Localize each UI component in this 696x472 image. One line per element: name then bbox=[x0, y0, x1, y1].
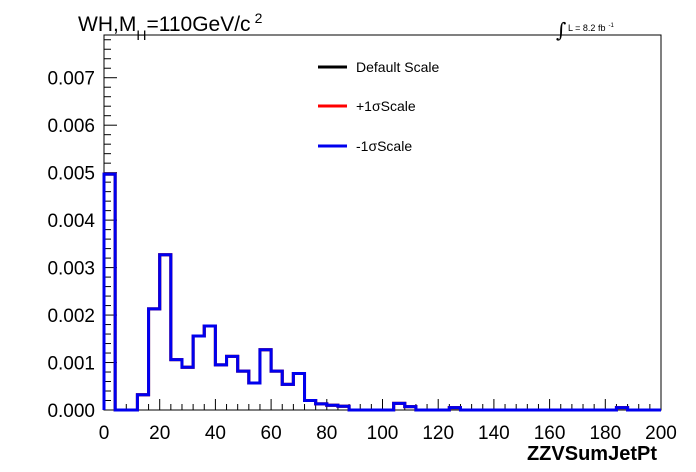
x-tick-label: 100 bbox=[367, 423, 399, 444]
x-tick-label: 20 bbox=[149, 423, 170, 444]
x-tick-label: 140 bbox=[478, 423, 510, 444]
legend: Default Scale +1σScale -1σScale bbox=[318, 59, 439, 154]
x-axis-label: ZZVSumJetPt bbox=[527, 443, 657, 465]
integral-symbol: ∫ bbox=[556, 18, 566, 42]
y-tick-label: 0.001 bbox=[47, 354, 95, 375]
x-tick-label: 180 bbox=[589, 423, 621, 444]
histogram-series-3 bbox=[102, 172, 661, 412]
title-superscript: 2 bbox=[255, 10, 263, 26]
x-tick-label: 60 bbox=[261, 423, 282, 444]
x-tick-label: 200 bbox=[645, 423, 677, 444]
x-tick-label: 0 bbox=[99, 423, 110, 444]
title-prefix: WH,M bbox=[78, 13, 136, 36]
y-tick-label: 0.005 bbox=[47, 164, 95, 185]
legend-label-2: +1σScale bbox=[356, 98, 416, 114]
y-tick-label: 0.004 bbox=[47, 211, 95, 232]
x-tick-label: 120 bbox=[422, 423, 454, 444]
y-tick-label: 0.007 bbox=[47, 69, 95, 90]
title-middle: =110GeV/c bbox=[146, 13, 250, 36]
legend-label-3: -1σScale bbox=[356, 138, 412, 154]
x-tick-label: 40 bbox=[205, 423, 226, 444]
chart-title: WH,MH=110GeV/c 2 bbox=[78, 10, 263, 43]
luminosity-superscript: -1 bbox=[608, 23, 614, 29]
y-tick-label: 0.003 bbox=[47, 259, 95, 280]
histogram-series bbox=[102, 172, 661, 412]
y-axis-ticks: 0.000 0.001 0.002 0.003 0.004 0.005 0.006 0.007 bbox=[47, 39, 117, 422]
luminosity-value: L = 8.2 fb bbox=[568, 23, 605, 33]
y-tick-label: 0.006 bbox=[47, 116, 95, 137]
y-tick-label: 0.000 bbox=[47, 401, 95, 422]
luminosity-label: ∫ L = 8.2 fb -1 bbox=[556, 18, 614, 42]
y-tick-label: 0.002 bbox=[47, 306, 95, 327]
x-tick-label: 160 bbox=[534, 423, 566, 444]
x-axis-ticks: 0 20 40 60 80 100 120 140 160 180 200 bbox=[99, 399, 677, 444]
legend-label-1: Default Scale bbox=[356, 59, 439, 75]
luminosity-text: L = 8.2 fb -1 bbox=[568, 23, 614, 33]
x-tick-label: 80 bbox=[316, 423, 337, 444]
